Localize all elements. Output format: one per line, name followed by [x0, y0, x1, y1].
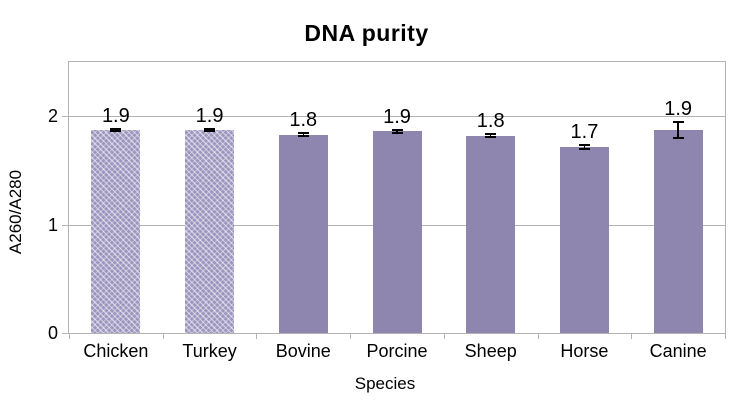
bar-value-label: 1.9	[101, 105, 130, 128]
error-bar	[578, 143, 590, 150]
error-bar-stem	[583, 143, 586, 150]
bar-value-label: 1.8	[476, 110, 505, 133]
y-axis-title: A260/A280	[6, 169, 25, 255]
y-axis-tick	[62, 333, 68, 334]
error-bar-stem	[396, 128, 398, 134]
error-bar-stem	[115, 128, 117, 133]
y-axis-tick	[62, 116, 68, 118]
error-bar-stem	[489, 133, 492, 139]
bar-chicken	[91, 130, 141, 333]
bar-sheep	[466, 135, 516, 333]
error-bar	[110, 128, 122, 133]
x-axis-tick	[69, 334, 70, 339]
x-axis-tick	[725, 334, 726, 339]
x-axis-tick	[162, 334, 164, 339]
chart-title: DNA purity	[304, 20, 429, 46]
x-category-label: Canine	[649, 341, 707, 361]
x-axis-tick	[350, 334, 352, 339]
bar-canine	[653, 130, 703, 333]
error-bar-stem	[208, 128, 211, 133]
y-tick-label: 1	[47, 214, 58, 235]
bar-value-label: 1.9	[664, 98, 693, 121]
x-category-label: Horse	[560, 341, 609, 361]
bar-value-label: 1.7	[570, 120, 599, 143]
y-axis-tick	[62, 224, 68, 226]
bar-turkey	[185, 130, 235, 333]
plot-area: 1.9 1.9 1.8 1.9 1.8 1.7 1.9	[68, 61, 726, 334]
bar-value-label: 1.9	[383, 105, 411, 128]
x-category-label: Chicken	[83, 341, 149, 361]
error-bar-stem	[302, 131, 305, 138]
y-tick-label: 0	[47, 323, 58, 343]
x-axis-title: Species	[354, 374, 416, 393]
x-axis-tick	[537, 334, 539, 339]
bar-value-label: 1.9	[195, 105, 224, 128]
error-bar	[391, 128, 403, 134]
bar-value-label: 1.8	[289, 108, 318, 131]
bar-horse	[559, 146, 609, 333]
error-bar	[297, 131, 309, 138]
error-bar	[485, 133, 497, 139]
x-category-label: Bovine	[275, 341, 331, 361]
x-category-label: Turkey	[182, 341, 237, 361]
bar-bovine	[278, 134, 328, 333]
bar-porcine	[372, 131, 422, 333]
x-category-label: Porcine	[366, 341, 428, 361]
error-bar	[672, 121, 684, 140]
error-bar-stem	[677, 121, 679, 140]
y-tick-label: 2	[47, 106, 58, 127]
x-axis-tick	[631, 334, 633, 339]
x-category-label: Sheep	[464, 341, 517, 361]
gridline	[69, 116, 725, 118]
x-axis-tick	[256, 334, 258, 339]
x-axis-tick	[443, 334, 445, 339]
error-bar	[204, 128, 216, 133]
